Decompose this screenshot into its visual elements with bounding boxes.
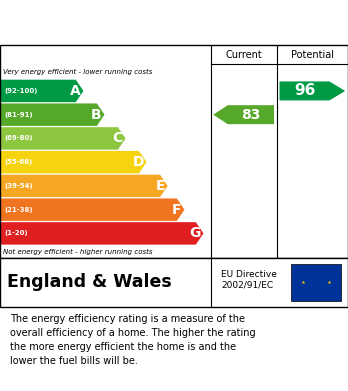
- Text: G: G: [189, 226, 201, 240]
- Text: 83: 83: [241, 108, 261, 122]
- Polygon shape: [1, 198, 184, 221]
- Text: Potential: Potential: [291, 50, 334, 59]
- Text: (81-91): (81-91): [5, 112, 33, 118]
- Text: (39-54): (39-54): [5, 183, 33, 189]
- Text: (69-80): (69-80): [5, 135, 33, 142]
- Polygon shape: [279, 81, 345, 100]
- Text: Very energy efficient - lower running costs: Very energy efficient - lower running co…: [3, 68, 153, 75]
- Polygon shape: [1, 151, 147, 173]
- Polygon shape: [1, 127, 126, 150]
- Text: The energy efficiency rating is a measure of the
overall efficiency of a home. T: The energy efficiency rating is a measur…: [10, 314, 256, 366]
- Text: E: E: [156, 179, 165, 193]
- Polygon shape: [1, 175, 168, 197]
- Text: Not energy efficient - higher running costs: Not energy efficient - higher running co…: [3, 249, 153, 255]
- Text: 96: 96: [294, 83, 315, 99]
- Text: (92-100): (92-100): [5, 88, 38, 94]
- Text: C: C: [112, 131, 123, 145]
- Text: (21-38): (21-38): [5, 207, 33, 213]
- Text: Current: Current: [225, 50, 262, 59]
- Text: (55-68): (55-68): [5, 159, 33, 165]
- Bar: [291, 264, 341, 301]
- Text: (1-20): (1-20): [5, 230, 29, 237]
- Text: EU Directive
2002/91/EC: EU Directive 2002/91/EC: [221, 270, 277, 290]
- Text: England & Wales: England & Wales: [7, 273, 172, 292]
- Text: A: A: [70, 84, 81, 98]
- Polygon shape: [1, 80, 84, 102]
- Text: D: D: [132, 155, 144, 169]
- Polygon shape: [213, 105, 274, 124]
- Polygon shape: [1, 222, 204, 245]
- Text: F: F: [172, 203, 182, 217]
- Text: B: B: [91, 108, 102, 122]
- Text: Energy Efficiency Rating: Energy Efficiency Rating: [10, 15, 232, 30]
- Polygon shape: [1, 104, 104, 126]
